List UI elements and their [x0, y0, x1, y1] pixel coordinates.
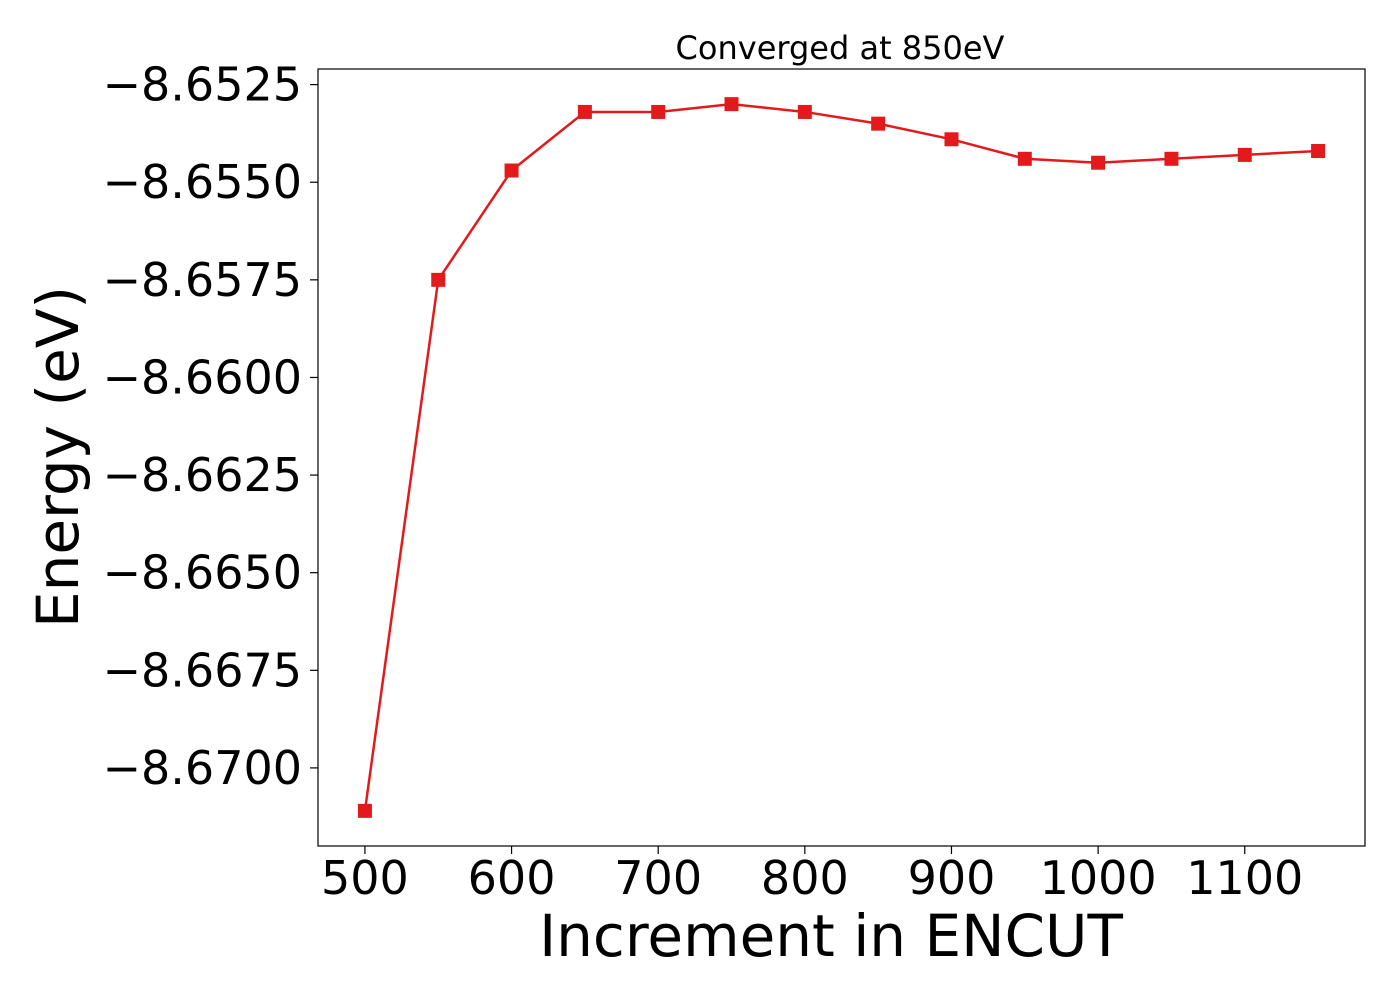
- y-tick-label: −8.6550: [103, 155, 303, 209]
- x-tick-label: 600: [468, 851, 556, 905]
- data-point-marker: [871, 116, 886, 131]
- data-point-marker: [504, 163, 519, 178]
- x-tick-label: 900: [908, 851, 996, 905]
- data-point-marker: [1091, 155, 1106, 170]
- y-tick-label: −8.6675: [103, 643, 303, 697]
- data-point-marker: [1017, 151, 1032, 166]
- x-axis-ticks: 500 600 700 800 900 1000 1100: [321, 846, 1303, 905]
- chart-title: Converged at 850eV: [676, 29, 1005, 67]
- x-axis-label: Increment in ENCUT: [539, 902, 1123, 970]
- y-tick-label: −8.6525: [103, 58, 303, 112]
- series-layer: [357, 97, 1326, 818]
- plot-area-frame: [317, 68, 1366, 847]
- y-tick-label: −8.6600: [103, 350, 303, 404]
- y-axis-ticks: −8.6525 −8.6550 −8.6575 −8.6600 −8.6625 −8.66…: [103, 58, 318, 795]
- data-point-marker: [431, 272, 446, 287]
- data-point-marker: [577, 104, 592, 119]
- x-tick-label: 1100: [1186, 851, 1303, 905]
- data-point-marker: [357, 803, 372, 818]
- data-point-marker: [1311, 143, 1326, 158]
- x-tick-label: 700: [614, 851, 702, 905]
- data-point-marker: [651, 104, 666, 119]
- y-tick-label: −8.6625: [103, 448, 303, 502]
- data-point-marker: [797, 104, 812, 119]
- y-tick-label: −8.6575: [103, 253, 303, 307]
- series-line: [363, 102, 1319, 812]
- y-tick-label: −8.6700: [103, 741, 303, 795]
- y-tick-label: −8.6650: [103, 546, 303, 600]
- data-point-marker: [724, 97, 739, 112]
- x-tick-label: 1000: [1040, 851, 1157, 905]
- data-point-marker: [1237, 147, 1252, 162]
- data-point-marker: [1164, 151, 1179, 166]
- y-axis-label: Energy (eV): [24, 286, 92, 628]
- x-tick-label: 500: [321, 851, 409, 905]
- x-tick-label: 800: [761, 851, 849, 905]
- data-point-marker: [944, 132, 959, 147]
